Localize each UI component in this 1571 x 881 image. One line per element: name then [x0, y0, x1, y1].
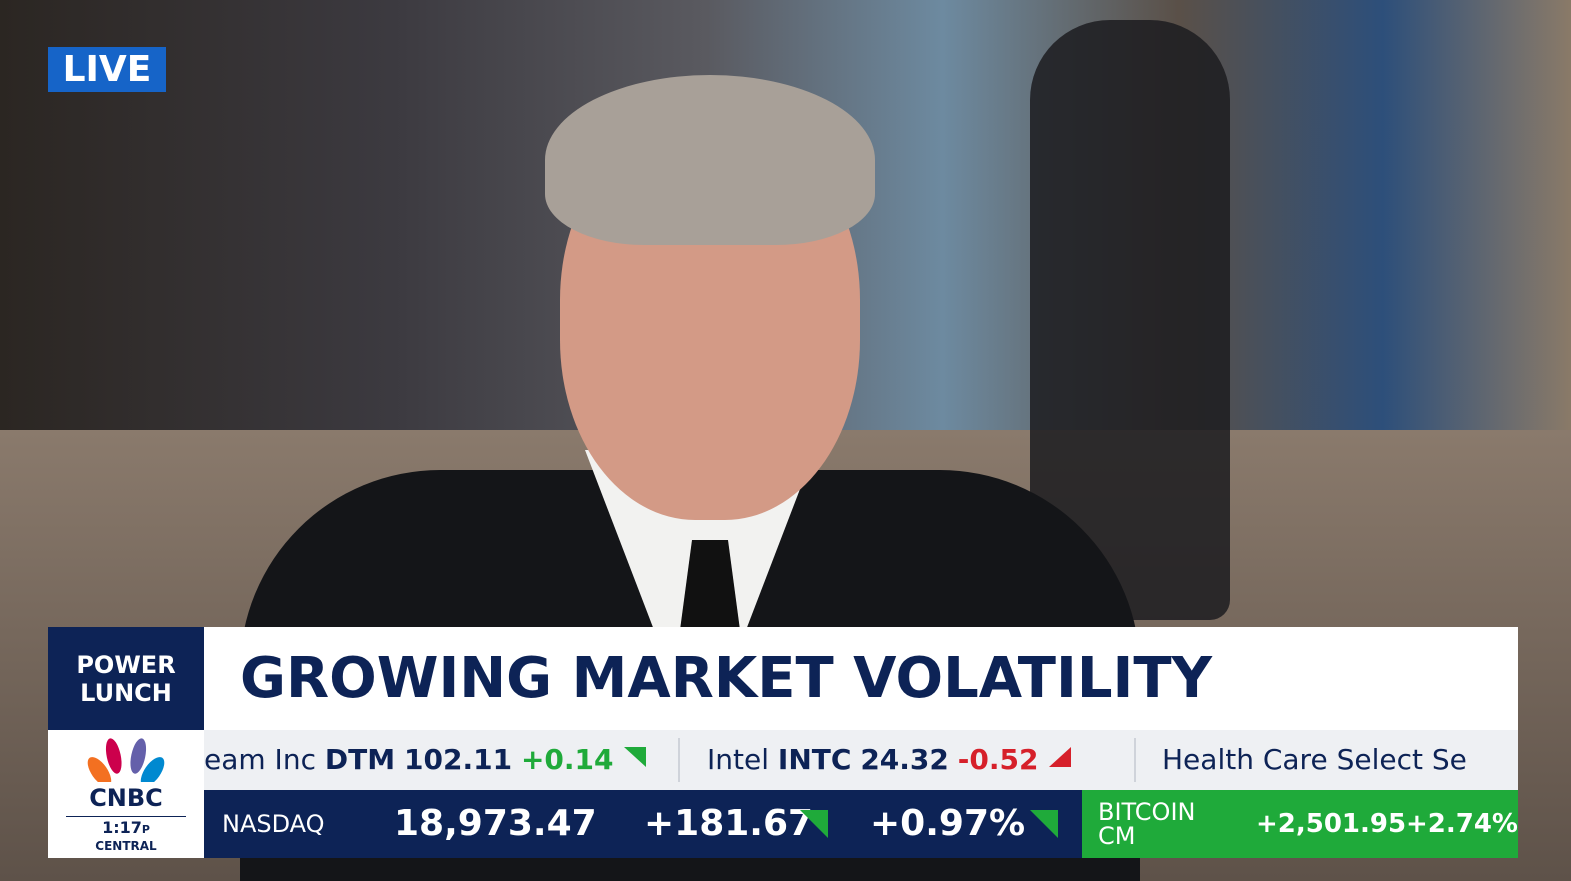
- headline: GROWING MARKET VOLATILITY: [204, 627, 1518, 730]
- ticker-price: 24.32: [860, 743, 949, 776]
- ticker-change: +0.14: [520, 743, 614, 776]
- ticker-symbol: DTM: [324, 743, 396, 776]
- ticker-symbol: INTC: [777, 743, 852, 776]
- ticker-name: eam Inc: [204, 743, 316, 776]
- show-name: POWER: [76, 651, 176, 679]
- index-value: 18,973.47: [394, 803, 597, 844]
- clock-suffix: P: [141, 823, 150, 836]
- show-block: POWER LUNCH: [48, 627, 204, 730]
- ticker-item: Intel INTC 24.32 -0.52: [707, 730, 1073, 790]
- ticker-change: -0.52: [957, 743, 1039, 776]
- crypto-name-line: CM: [1098, 822, 1136, 850]
- network-block: CNBC 1:17P CENTRAL: [48, 730, 204, 858]
- hair: [545, 75, 875, 245]
- ticker-item: eam Inc DTM 102.11 +0.14: [204, 730, 648, 790]
- crypto-change: +2,501.95: [1256, 809, 1407, 839]
- index-bar: NASDAQ 18,973.47 +181.67 +0.97%: [204, 790, 1082, 858]
- crypto-name-line: BITCOIN: [1098, 798, 1196, 826]
- stock-ticker: eam Inc DTM 102.11 +0.14 Intel INTC 24.3…: [204, 730, 1518, 790]
- crypto-name: BITCOIN CM: [1098, 800, 1195, 848]
- index-percent: +0.97%: [870, 803, 1026, 844]
- peacock-logo: [84, 738, 168, 807]
- down-arrow: [800, 810, 828, 838]
- divider: [1134, 738, 1136, 782]
- crypto-percent: +2.74%: [1406, 809, 1518, 839]
- down-arrow: [624, 747, 647, 767]
- index-change: +181.67: [644, 803, 814, 844]
- up-arrow: [1049, 747, 1072, 767]
- live-badge: LIVE: [48, 47, 166, 92]
- divider: [678, 738, 680, 782]
- index-name: NASDAQ: [222, 810, 325, 838]
- down-arrow: [1030, 810, 1058, 838]
- ticker-name: Intel: [707, 743, 769, 776]
- ticker-name: Health Care Select Se: [1162, 743, 1467, 776]
- clock: 1:17P: [48, 819, 204, 839]
- network-logo: CNBC: [89, 784, 163, 812]
- tie: [680, 540, 740, 630]
- time-zone: CENTRAL: [95, 839, 157, 853]
- show-name: LUNCH: [80, 679, 172, 707]
- clock-time: 1:17: [102, 818, 142, 837]
- crypto-bar: BITCOIN CM +2,501.95 +2.74%: [1082, 790, 1518, 858]
- ticker-price: 102.11: [404, 743, 513, 776]
